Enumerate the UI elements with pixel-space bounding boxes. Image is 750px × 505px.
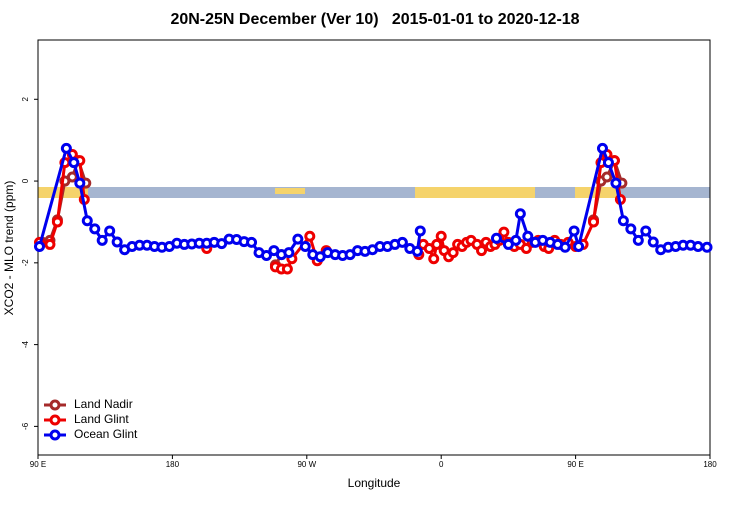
point (246, 236, 258, 248)
legend-label: Ocean Glint (74, 427, 138, 441)
point (411, 245, 423, 257)
point (435, 230, 447, 242)
legend-marker (49, 429, 61, 441)
point (588, 216, 600, 228)
point (522, 230, 534, 242)
point (216, 238, 228, 250)
point (573, 240, 585, 252)
series (33, 142, 713, 263)
point (283, 247, 295, 259)
point (601, 171, 613, 183)
point (476, 245, 488, 257)
y-axis-label: XCO2 - MLO trend (ppm) (2, 181, 16, 316)
point (640, 225, 652, 237)
y-tick-label: -6 (21, 422, 30, 430)
point (60, 142, 72, 154)
point (428, 253, 440, 265)
x-tick-label: 0 (439, 460, 444, 469)
point (701, 241, 713, 253)
point (74, 177, 86, 189)
point (111, 236, 123, 248)
point (490, 232, 502, 244)
chart-title: 20N-25N December (Ver 10) 2015-01-01 to … (170, 11, 579, 28)
point (559, 241, 571, 253)
x-tick-label: 90 E (567, 460, 583, 469)
point (104, 225, 116, 237)
y-tick-label: 2 (21, 97, 30, 102)
legend-marker (49, 399, 61, 411)
point (66, 171, 78, 183)
point (617, 215, 629, 227)
point (647, 236, 659, 248)
point (514, 208, 526, 220)
legend-label: Land Glint (74, 412, 129, 426)
point (396, 236, 408, 248)
point (51, 216, 63, 228)
point (520, 243, 532, 255)
point (292, 233, 304, 245)
point (304, 230, 316, 242)
point (299, 240, 311, 252)
point (596, 142, 608, 154)
point (89, 223, 101, 235)
point (602, 157, 614, 169)
y-tick-label: -4 (21, 341, 30, 349)
point (414, 225, 426, 237)
point (96, 234, 108, 246)
point (260, 249, 272, 261)
legend-marker (49, 414, 61, 426)
point (692, 240, 704, 252)
x-tick-label: 180 (703, 460, 717, 469)
x-tick-label: 90 E (30, 460, 46, 469)
x-axis-label: Longitude (348, 476, 401, 490)
point (498, 226, 510, 238)
x-tick-label: 90 W (297, 460, 316, 469)
point (81, 215, 93, 227)
x-tick-label: 180 (166, 460, 180, 469)
point (625, 223, 637, 235)
point (568, 225, 580, 237)
y-tick-label: 0 (21, 178, 30, 183)
point (44, 238, 56, 250)
point (610, 177, 622, 189)
point (510, 234, 522, 246)
point (431, 238, 443, 250)
legend-label: Land Nadir (74, 397, 133, 411)
point (281, 263, 293, 275)
point (447, 247, 459, 259)
map-strip (38, 187, 710, 198)
point (632, 234, 644, 246)
point (68, 157, 80, 169)
y-tick-label: -2 (21, 259, 30, 267)
point (33, 240, 45, 252)
